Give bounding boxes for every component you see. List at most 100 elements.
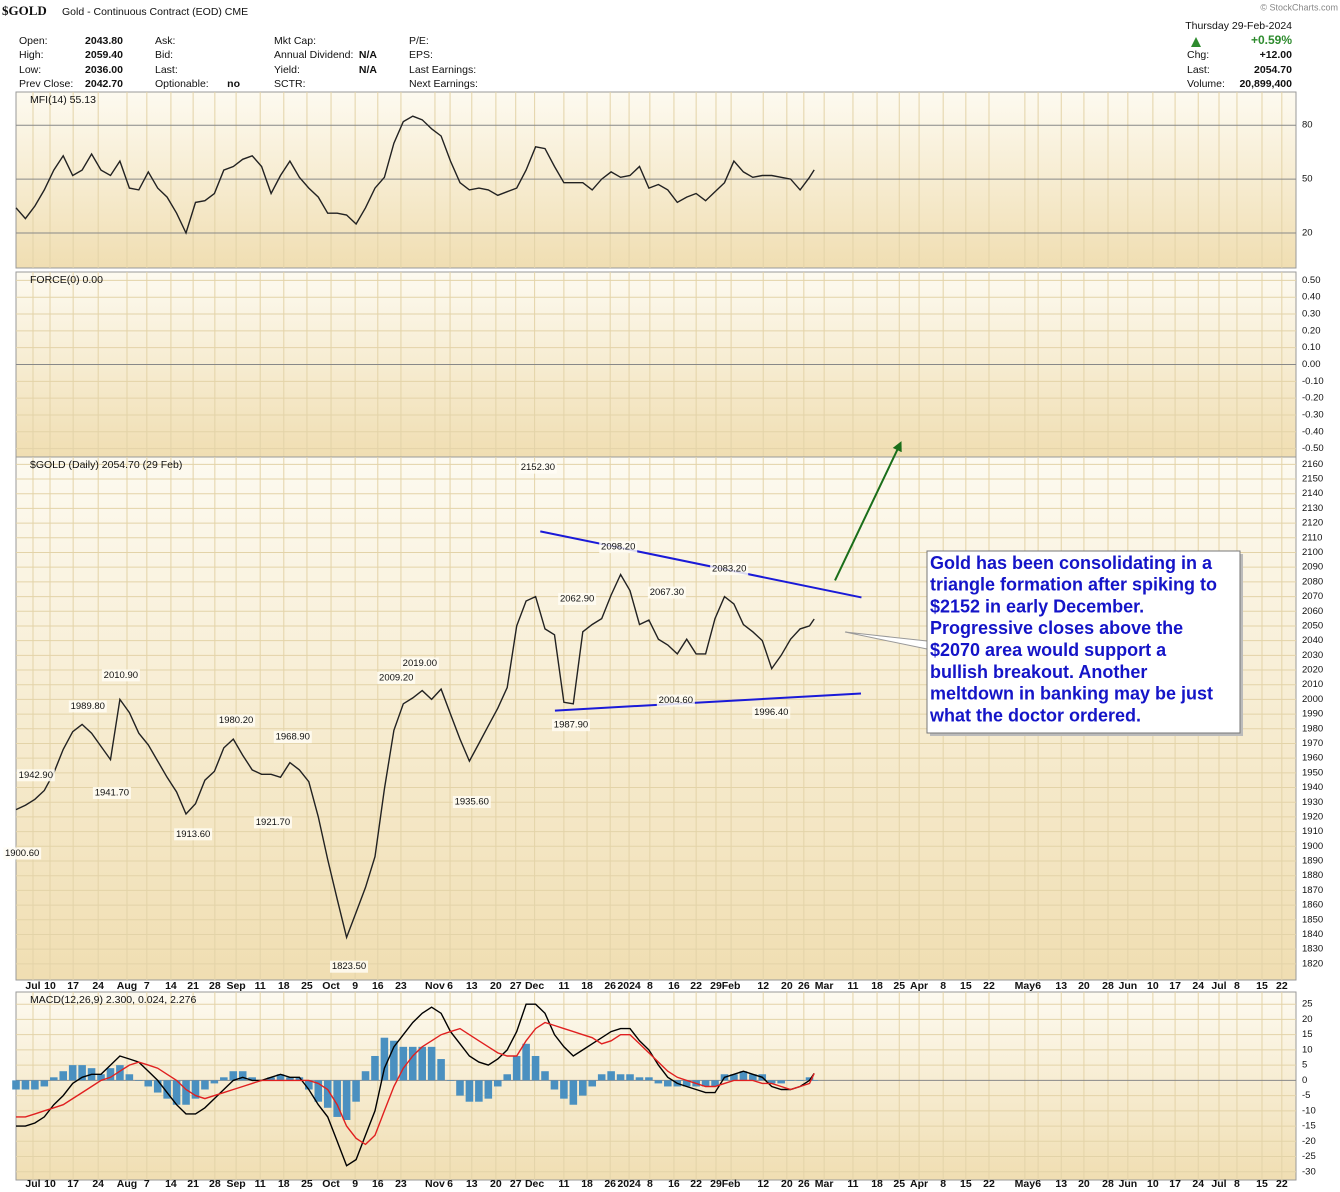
- histogram-bar: [701, 1080, 710, 1087]
- x-tick-label: 11: [558, 980, 569, 992]
- y-tick-label: -0.20: [1302, 393, 1324, 404]
- histogram-bar: [711, 1080, 719, 1087]
- x-tick-label: 17: [67, 980, 79, 992]
- x-tick-label: 8: [1234, 980, 1240, 992]
- annotation: 2062.90: [560, 594, 594, 605]
- annotation: 2004.60: [659, 695, 693, 706]
- y-tick-label: 2040: [1302, 635, 1323, 646]
- histogram-bar: [569, 1080, 578, 1105]
- x-tick-label: Dec: [525, 1178, 544, 1190]
- x-tick-label: Sep: [226, 1178, 245, 1190]
- x-tick-label: 23: [395, 980, 407, 992]
- y-tick-label: 0.00: [1302, 359, 1321, 370]
- x-tick-label: 11: [255, 980, 266, 992]
- histogram-bar: [635, 1077, 644, 1081]
- histogram-bar: [626, 1074, 634, 1081]
- note-text: Gold has been consolidating in a: [930, 553, 1213, 573]
- annotation: 2067.30: [650, 587, 684, 598]
- histogram-bar: [767, 1080, 776, 1084]
- stat-label: Volume:: [1187, 78, 1225, 90]
- x-tick-label: 8: [940, 1178, 946, 1190]
- field-value: 2043.80: [85, 35, 123, 47]
- histogram-bar: [777, 1080, 785, 1084]
- field-value: no: [227, 78, 240, 90]
- x-tick-label: 10: [1147, 1178, 1159, 1190]
- field-label: Annual Dividend:: [274, 49, 353, 61]
- y-tick-label: 0.40: [1302, 292, 1321, 303]
- histogram-bar: [295, 1077, 304, 1081]
- histogram-bar: [597, 1074, 606, 1081]
- annotation-bg: [68, 700, 107, 713]
- histogram-bar: [437, 1059, 445, 1081]
- annotation-bg: [92, 787, 131, 800]
- x-tick-label: 13: [466, 1178, 478, 1190]
- histogram-bar: [579, 1080, 587, 1096]
- x-tick-label: 11: [558, 1178, 569, 1190]
- x-tick-label: Apr: [910, 980, 928, 992]
- annotation: 2152.30: [521, 462, 555, 473]
- histogram-bar: [191, 1080, 200, 1099]
- field-label: P/E:: [409, 35, 429, 47]
- x-tick-label: Oct: [322, 1178, 340, 1190]
- y-tick-label: 10: [1302, 1044, 1313, 1055]
- trend-line: [554, 692, 862, 712]
- description: Gold - Continuous Contract (EOD) CME: [62, 6, 248, 18]
- x-tick-label: 13: [466, 980, 478, 992]
- y-tick-label: 2110: [1302, 532, 1322, 543]
- annotation: 2083.20: [712, 564, 746, 575]
- annotation-bg: [329, 960, 368, 973]
- x-tick-label: May: [1015, 980, 1036, 992]
- x-tick-label: 18: [871, 980, 883, 992]
- histogram-bar: [399, 1046, 408, 1081]
- x-tick-label: 25: [893, 980, 905, 992]
- x-tick-label: 27: [510, 1178, 522, 1190]
- x-tick-label: 11: [847, 980, 858, 992]
- x-tick-label: 22: [983, 980, 995, 992]
- up-icon: [1191, 37, 1201, 47]
- histogram-bar: [796, 1080, 804, 1081]
- y-tick-label: 2140: [1302, 488, 1323, 499]
- field-label: Open:: [19, 35, 48, 47]
- x-tick-label: 8: [647, 980, 653, 992]
- y-tick-label: -0.50: [1302, 443, 1324, 454]
- x-tick-label: 13: [1055, 980, 1067, 992]
- x-tick-label: Jul: [25, 980, 40, 992]
- annotation: 1987.90: [554, 720, 588, 731]
- x-tick-label: Jul: [25, 1178, 40, 1190]
- annotation-bg: [217, 714, 256, 727]
- x-tick-label: Jul: [1211, 980, 1226, 992]
- annotation-bg: [599, 541, 638, 554]
- callout: [844, 631, 928, 650]
- note-text: $2152 in early December.: [930, 596, 1144, 616]
- histogram-bar: [408, 1046, 417, 1081]
- field-label: Optionable:: [155, 78, 209, 90]
- x-tick-label: 8: [647, 1178, 653, 1190]
- histogram-bar: [323, 1080, 332, 1108]
- y-tick-label: 1970: [1302, 738, 1323, 749]
- x-tick-label: 2024: [617, 1178, 641, 1190]
- y-tick-label: 2030: [1302, 650, 1323, 661]
- change-pct: +0.59%: [1251, 33, 1292, 47]
- histogram-bar: [305, 1080, 313, 1090]
- x-tick-label: Mar: [815, 1178, 834, 1190]
- y-tick-label: 2100: [1302, 547, 1323, 558]
- y-tick-label: 5: [1302, 1060, 1307, 1071]
- histogram-bar: [427, 1046, 436, 1081]
- y-tick-label: -20: [1302, 1136, 1316, 1147]
- annotation-bg: [647, 586, 686, 599]
- x-tick-label: 20: [1078, 1178, 1090, 1190]
- x-tick-label: 17: [67, 1178, 79, 1190]
- y-tick-label: 2050: [1302, 620, 1323, 631]
- histogram-bar: [616, 1074, 625, 1081]
- x-tick-label: 18: [581, 980, 593, 992]
- x-tick-label: Apr: [910, 1178, 928, 1190]
- x-tick-label: 25: [301, 1178, 313, 1190]
- x-tick-label: 26: [604, 980, 616, 992]
- annotation: 1913.60: [176, 829, 210, 840]
- x-tick-label: 28: [1102, 1178, 1114, 1190]
- histogram-bar: [607, 1071, 615, 1081]
- annotation: 2009.20: [379, 672, 413, 683]
- y-tick-label: 2070: [1302, 591, 1323, 602]
- x-tick-label: Oct: [322, 980, 340, 992]
